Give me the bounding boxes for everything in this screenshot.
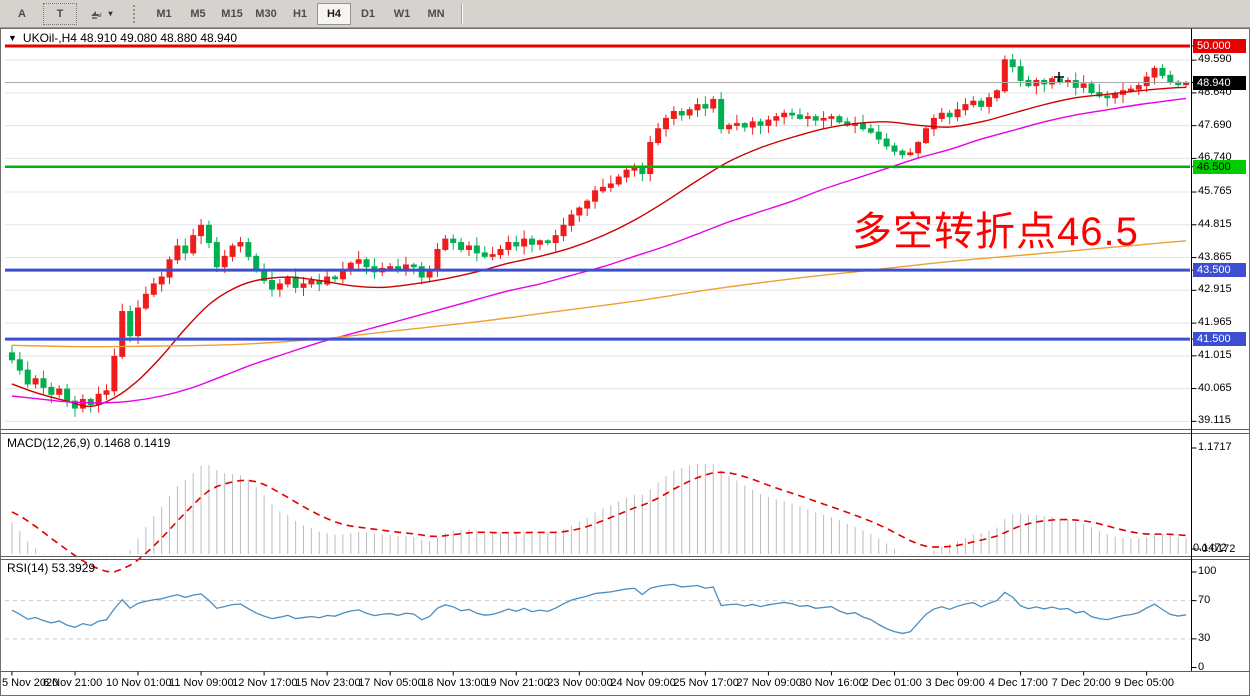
time-axis-label: 7 Dec 20:00 [1051, 677, 1111, 689]
price-axis-label: 42.915 [1198, 283, 1232, 296]
text-tool-button[interactable]: T [43, 2, 77, 25]
price-axis-label: 44.815 [1198, 217, 1232, 230]
timeframe-button-W1[interactable]: W1 [393, 7, 411, 20]
toolbar-separator [461, 3, 462, 24]
price-axis-label: 45.765 [1198, 185, 1232, 198]
ma-medium-magenta-line [11, 97, 1187, 404]
price-axis-label: 41.965 [1198, 316, 1232, 329]
timeframe-button-M30[interactable]: M30 [255, 7, 277, 20]
ma-slow-orange-line [11, 240, 1187, 348]
price-badge-48.940: 48.940 [1193, 75, 1246, 90]
time-axis-label: 4 Dec 17:00 [988, 677, 1048, 689]
ma-fast-red-line [11, 86, 1187, 408]
macd-axis-min: -0.0172 [1198, 543, 1236, 555]
crosshair-arrows-icon [91, 10, 103, 19]
time-axis-label: 3 Dec 09:00 [925, 677, 985, 689]
timeframe-button-H4[interactable]: H4 [317, 2, 351, 25]
time-axis-label: 10 Nov 01:00 [106, 677, 172, 689]
macd-axis-overlap-label: 0.1472 [1193, 542, 1227, 554]
price-badge-43.500: 43.500 [1193, 263, 1246, 278]
rsi-axis-label: 70 [1198, 593, 1211, 606]
rsi-line [11, 583, 1187, 635]
rsi-indicator-label: RSI(14) 53.3929 [7, 561, 96, 575]
time-axis-label: 25 Nov 17:00 [673, 677, 739, 689]
chevron-down-icon: ▾ [108, 9, 113, 18]
macd-indicator-label: MACD(12,26,9) 0.1468 0.1419 [7, 436, 171, 450]
macd-signal-line [11, 471, 1187, 573]
time-axis-label: 6 Nov 21:00 [42, 677, 103, 689]
time-axis-label: 9 Dec 05:00 [1114, 677, 1174, 689]
rsi-axis-label: 30 [1198, 631, 1211, 644]
timeframe-button-M15[interactable]: M15 [221, 7, 243, 20]
symbol-dropdown-icon[interactable]: ▼ [8, 33, 17, 43]
price-axis-label: 43.865 [1198, 250, 1232, 263]
price-axis-label: 40.065 [1198, 381, 1232, 394]
chart-annotation-text[interactable]: 多空转折点46.5 [852, 210, 1139, 254]
crosshair-arrows-dropdown-button[interactable]: ▾ [79, 3, 123, 25]
rsi-axis-label: 0 [1198, 660, 1205, 673]
toolbar-drag-handle[interactable] [133, 4, 139, 23]
timeframe-button-M5[interactable]: M5 [190, 7, 206, 20]
chart-window-frame [0, 28, 1250, 696]
price-axis-label: 47.690 [1198, 118, 1232, 131]
timeframe-button-MN[interactable]: MN [427, 7, 445, 20]
time-axis-label: 12 Nov 17:00 [232, 677, 298, 689]
time-axis-label: 24 Nov 09:00 [610, 677, 676, 689]
rsi-axis-label: 100 [1198, 565, 1217, 577]
time-axis-label: 17 Nov 05:00 [358, 677, 424, 689]
font-a-tool-button[interactable]: A [18, 7, 26, 20]
macd-histogram [11, 463, 1187, 555]
time-axis-label: 5 Nov 2020 [2, 677, 59, 689]
price-badge-50.000: 50.000 [1193, 39, 1246, 53]
time-axis-label: 19 Nov 21:00 [484, 677, 550, 689]
macd-axis-max: 1.1717 [1198, 441, 1232, 453]
time-axis-label: 15 Nov 23:00 [295, 677, 361, 689]
time-axis-label: 11 Nov 09:00 [169, 677, 234, 689]
price-badge-46.500: 46.500 [1193, 159, 1246, 174]
timeframe-button-M1[interactable]: M1 [156, 7, 172, 20]
symbol-title: UKOil-,H4 48.910 49.080 48.880 48.940 [22, 31, 238, 45]
timeframe-button-H1[interactable]: H1 [292, 7, 308, 20]
toolbar: A T ▾ M1 M5 M15 M30 H1 H4 D1 W1 MN [0, 0, 1250, 28]
time-axis-label: 27 Nov 09:00 [736, 677, 802, 689]
price-badge-41.500: 41.500 [1193, 332, 1246, 347]
time-axis-label: 2 Dec 01:00 [862, 677, 922, 689]
timeframe-button-D1[interactable]: D1 [360, 7, 376, 20]
time-axis-label: 23 Nov 00:00 [547, 677, 613, 689]
chart-window-title[interactable]: ▼ UKOil-,H4 48.910 49.080 48.880 48.940 [8, 31, 237, 45]
price-axis-label: 49.590 [1198, 53, 1232, 66]
time-axis-label: 30 Nov 16:00 [799, 677, 865, 689]
time-axis-label: 18 Nov 13:00 [421, 677, 487, 689]
price-axis-label: 39.115 [1198, 414, 1231, 427]
price-axis-label: 41.015 [1198, 348, 1232, 361]
